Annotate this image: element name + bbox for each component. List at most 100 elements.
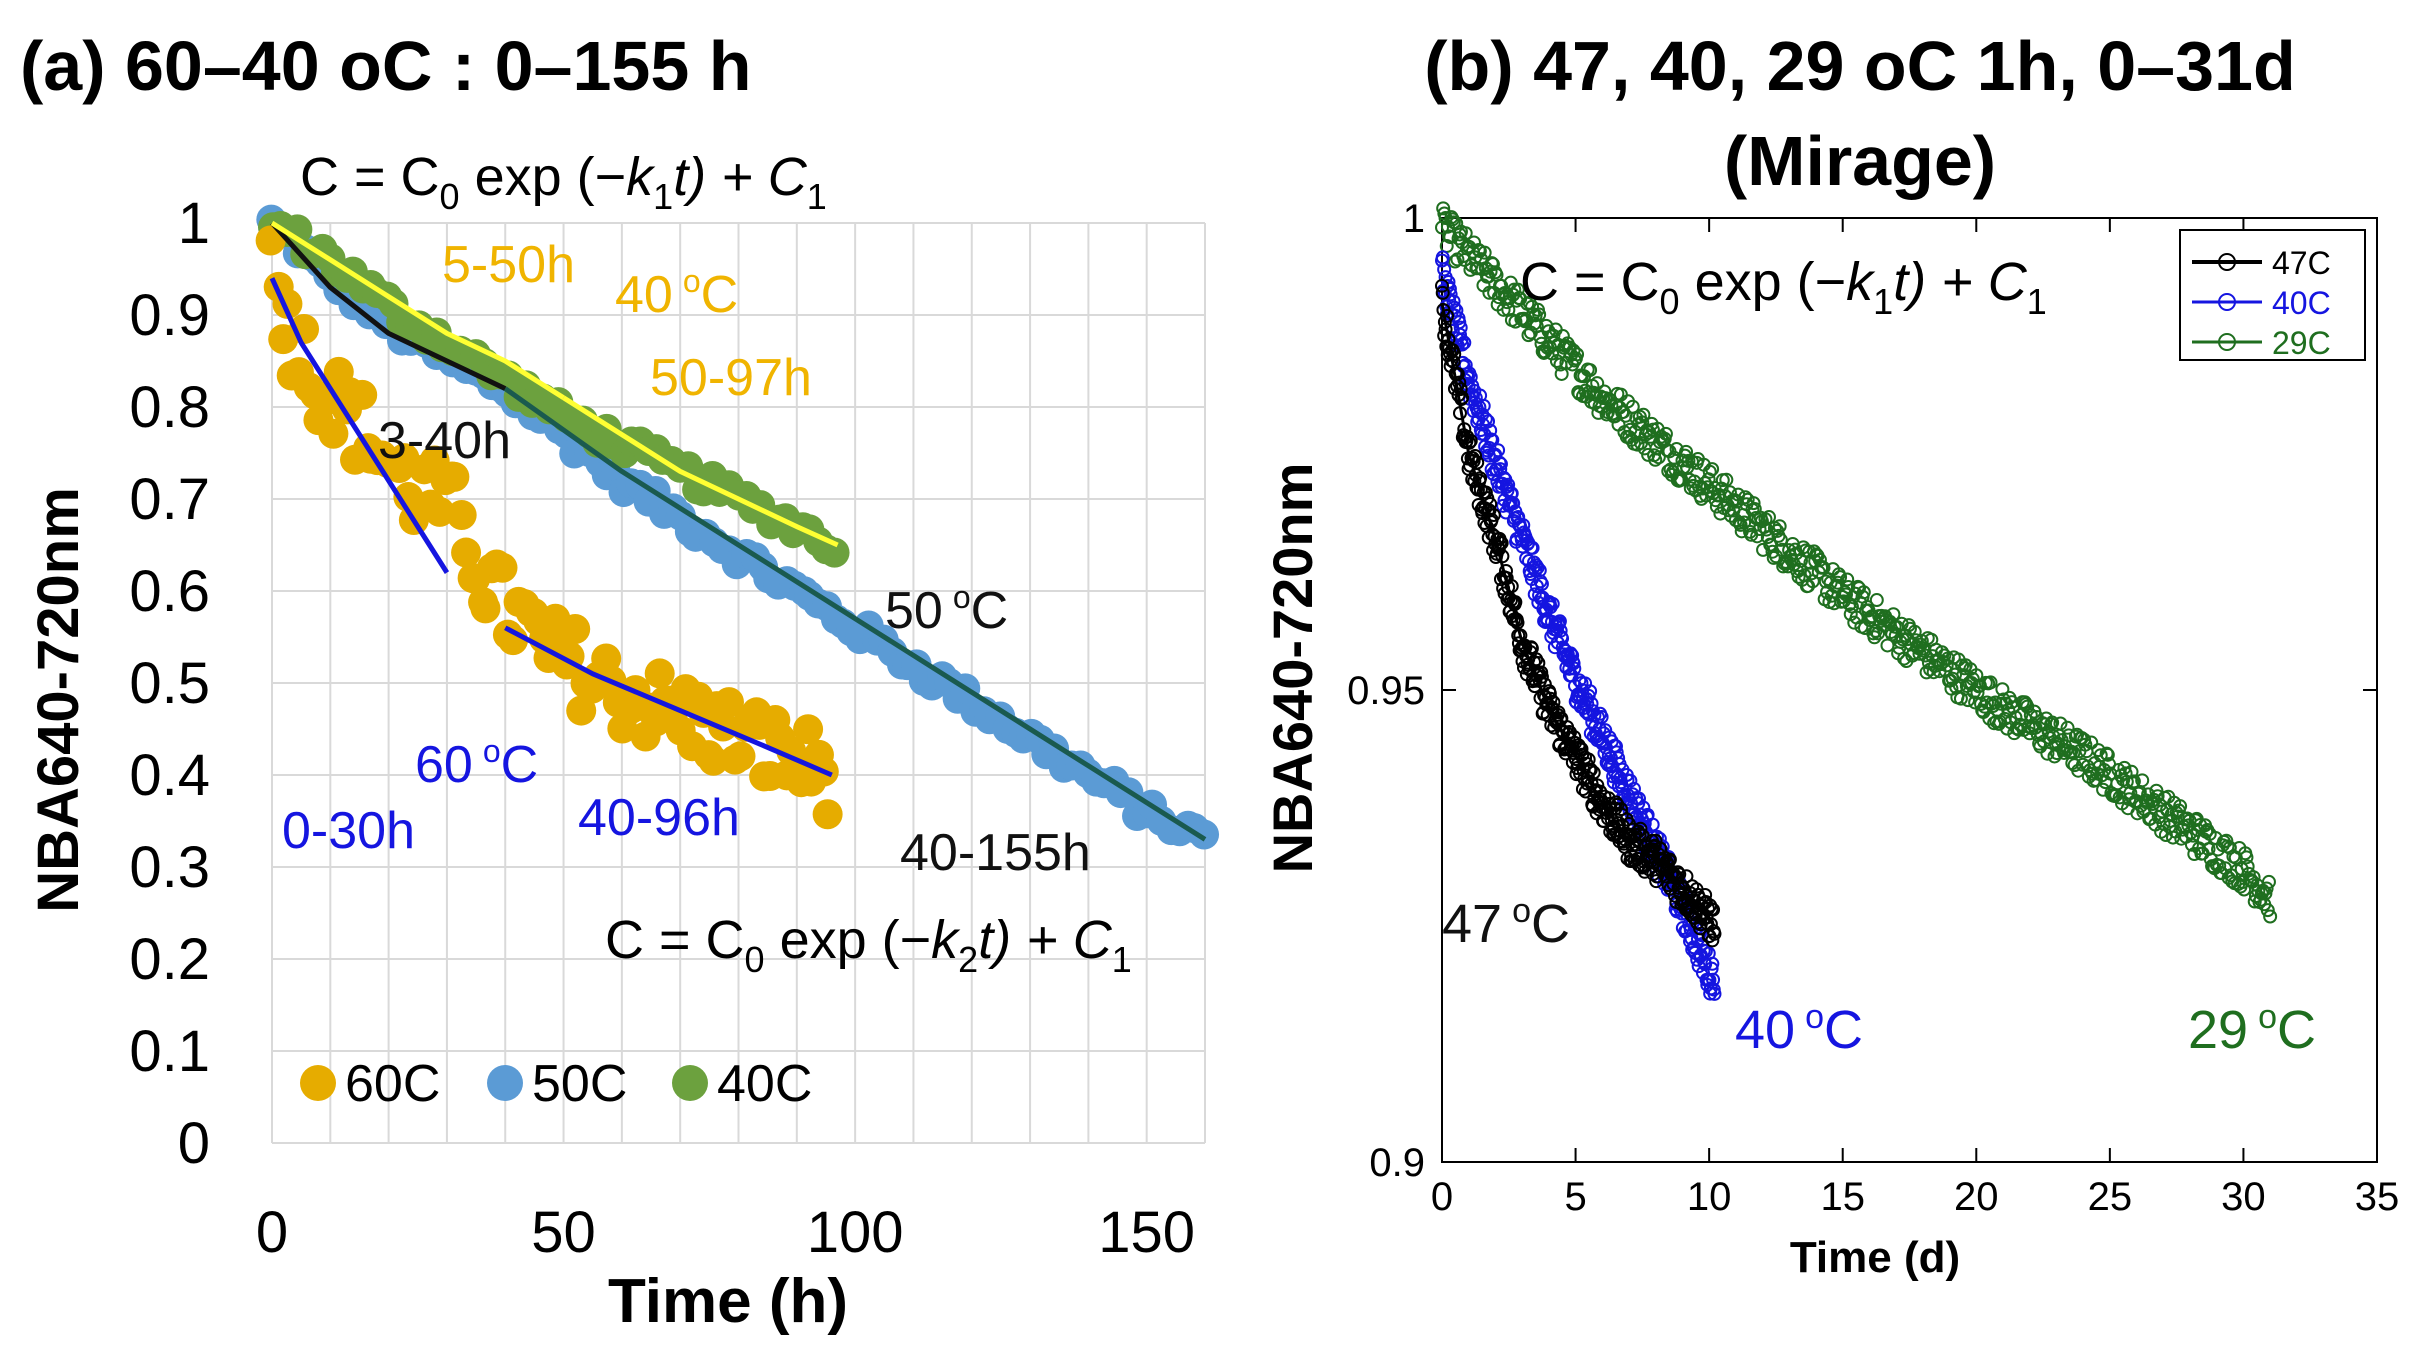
panel-b-title-line1: (b) 47, 40, 29 oC 1h, 0–31d xyxy=(1424,27,2295,105)
point-b-29c xyxy=(2135,773,2150,788)
panel-b-points xyxy=(1435,201,2278,1001)
y-tick-label: 0 xyxy=(178,1111,210,1176)
point-b-29c xyxy=(2170,809,2185,824)
point-b-40c xyxy=(1530,560,1545,575)
x-tick-label: 150 xyxy=(1098,1200,1195,1265)
point-b-29c xyxy=(2260,903,2275,918)
point-b-29c xyxy=(1869,593,1884,608)
point-60c xyxy=(698,745,729,776)
panel-b-ticks: 0 5 10 15 20 25 30 350.90.951 xyxy=(1347,197,2399,1219)
panel-a-xlabel: Time (h) xyxy=(608,1267,848,1336)
x-tick-label: 30 xyxy=(2221,1175,2266,1219)
point-b-29c xyxy=(1750,529,1765,544)
point-b-29c xyxy=(1812,552,1827,567)
point-b-40c xyxy=(1493,457,1508,472)
panel-a-ticks: 00.10.20.30.40.50.60.70.80.910 50 100 150 xyxy=(129,191,1195,1265)
point-b-29c xyxy=(2158,828,2173,843)
legend-40c-marker xyxy=(672,1065,708,1101)
point-b-29c xyxy=(1907,624,1922,639)
point-b-29c xyxy=(1801,578,1816,593)
point-b-29c xyxy=(1773,532,1788,547)
point-b-29c xyxy=(2053,716,2068,731)
point-b-29c xyxy=(2056,745,2071,760)
label-40c-b-deg: o xyxy=(1805,998,1824,1036)
point-b-40c xyxy=(1526,560,1541,575)
panel-a-equation-k2: C = C0 exp (−k2t) + C1 xyxy=(605,910,1132,980)
point-b-47c xyxy=(1574,741,1589,756)
point-60c xyxy=(318,418,349,449)
point-b-29c xyxy=(2023,708,2038,723)
legend-47c-marker xyxy=(2218,253,2236,271)
eq-a1-part2: exp (− xyxy=(460,147,627,207)
point-b-40c xyxy=(1525,540,1540,555)
point-b-29c xyxy=(2201,842,2216,857)
point-b-29c xyxy=(2093,748,2108,763)
point-b-47c xyxy=(1440,308,1455,323)
point-b-40c xyxy=(1437,262,1452,277)
x-tick-label: 20 xyxy=(1954,1175,1999,1219)
point-b-29c xyxy=(2219,833,2234,848)
label-40c-a: 40 oC xyxy=(615,263,738,324)
point-b-29c xyxy=(2246,870,2261,885)
point-b-40c xyxy=(1694,928,1709,943)
panel-b-equation: C = C0 exp (−k1t) + C1 xyxy=(1520,252,2047,322)
point-b-29c xyxy=(1937,648,1952,663)
point-b-29c xyxy=(2126,774,2141,789)
point-b-29c xyxy=(1988,695,2003,710)
point-b-29c xyxy=(2150,789,2165,804)
point-60c xyxy=(439,461,470,492)
point-b-29c xyxy=(1566,343,1581,358)
point-b-47c xyxy=(1462,435,1477,450)
point-b-40c xyxy=(1504,486,1519,501)
label-5-50h: 5-50h xyxy=(442,236,575,294)
y-tick-label: 0.4 xyxy=(129,743,210,808)
point-b-29c xyxy=(2078,737,2093,752)
panel-a: (a) 60–40 oC : 0–155 h 0 0.1 0.2 0.3 0.4 0.5 0… xyxy=(20,27,1220,1336)
point-b-47c xyxy=(1508,595,1523,610)
point-b-40c xyxy=(1706,972,1721,987)
point-b-40c xyxy=(1565,648,1580,663)
label-60c-unit: C xyxy=(501,736,539,794)
point-b-40c xyxy=(1623,773,1638,788)
label-40c-b-unit: C xyxy=(1824,1000,1863,1060)
x-tick-label: 100 xyxy=(807,1200,904,1265)
point-b-29c xyxy=(1636,407,1651,422)
label-40c-a-num: 40 xyxy=(615,266,673,324)
point-b-29c xyxy=(2149,783,2164,798)
point-b-47c xyxy=(1633,821,1648,836)
point-b-29c xyxy=(1438,211,1453,226)
point-b-29c xyxy=(1495,287,1510,302)
label-40c-a-deg: o xyxy=(683,263,701,299)
point-b-29c xyxy=(1840,572,1855,587)
panel-b: (b) 47, 40, 29 oC 1h, 0–31d (Mirage) 0 5 1… xyxy=(1261,27,2399,1282)
point-b-29c xyxy=(1772,519,1787,534)
point-b-29c xyxy=(1760,530,1775,545)
point-b-29c xyxy=(2046,729,2061,744)
point-b-47c xyxy=(1586,765,1601,780)
point-b-47c xyxy=(1452,375,1467,390)
label-50c-deg: o xyxy=(953,579,971,615)
y-tick-label: 0.95 xyxy=(1347,669,1425,713)
point-b-47c xyxy=(1706,902,1721,917)
label-40c-b-num: 40 xyxy=(1735,1000,1795,1060)
point-b-47c xyxy=(1450,367,1465,382)
point-b-29c xyxy=(1532,307,1547,322)
point-b-29c xyxy=(1833,570,1848,585)
point-b-40c xyxy=(1506,496,1521,511)
point-b-29c xyxy=(1918,648,1933,663)
y-tick-label: 0.2 xyxy=(129,927,210,992)
point-60c xyxy=(498,625,529,656)
y-tick-label: 1 xyxy=(1403,197,1425,241)
x-tick-label: 5 xyxy=(1564,1175,1586,1219)
point-50c xyxy=(1189,819,1220,850)
label-40-96h: 40-96h xyxy=(578,789,740,847)
panel-b-fits xyxy=(1440,302,1716,927)
point-b-29c xyxy=(1983,675,1998,690)
y-tick-label: 0.9 xyxy=(129,283,210,348)
point-b-29c xyxy=(1435,220,1449,235)
y-tick-label: 0.8 xyxy=(129,375,210,440)
point-b-47c xyxy=(1662,852,1677,867)
label-29c-deg: o xyxy=(2258,998,2277,1036)
legend-50c-label: 50C xyxy=(532,1055,627,1113)
panel-a-fits xyxy=(269,220,1207,842)
